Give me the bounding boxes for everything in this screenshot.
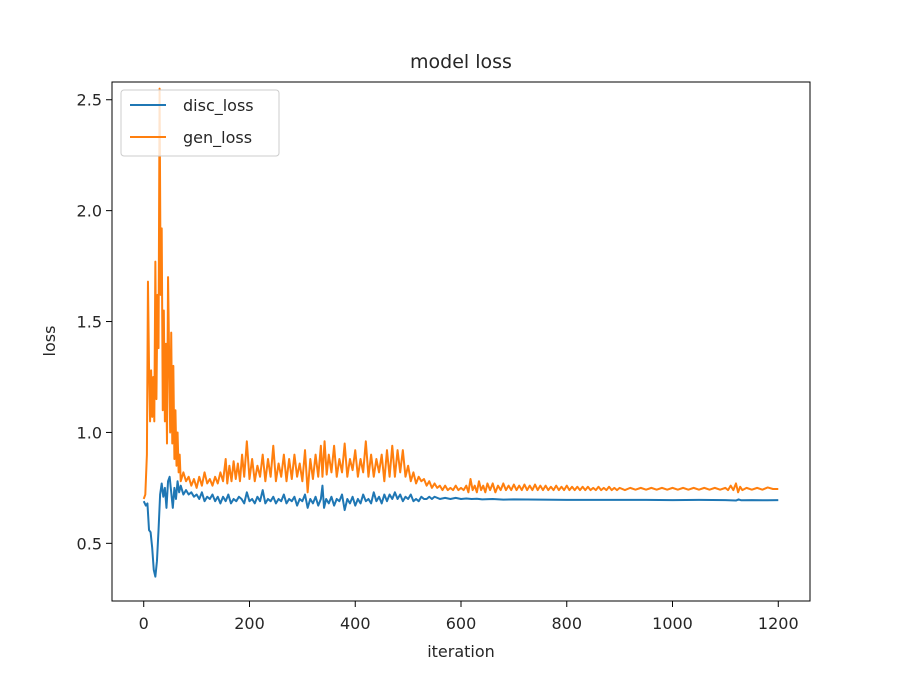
- x-axis: 0 200 400 600 800 1000 1200: [139, 601, 799, 633]
- y-tick-label: 2.5: [77, 91, 102, 110]
- legend: disc_loss gen_loss: [120, 89, 280, 157]
- x-tick-label: 1200: [758, 614, 799, 633]
- x-axis-label: iteration: [427, 642, 495, 661]
- y-tick-label: 2.0: [77, 202, 102, 221]
- legend-box: [120, 89, 280, 157]
- series-line-gen-loss: [142, 87, 779, 500]
- plot-area: [111, 81, 811, 602]
- x-tick-label: 400: [340, 614, 371, 633]
- legend-label-gen-loss: gen_loss: [183, 128, 252, 148]
- plot-frame: [111, 81, 811, 602]
- y-axis: 0.5 1.0 1.5 2.0 2.5: [77, 91, 112, 553]
- x-tick-label: 0: [139, 614, 149, 633]
- series-layer: [142, 87, 779, 578]
- x-tick-label: 1000: [652, 614, 693, 633]
- chart-title: model loss: [410, 51, 512, 73]
- y-tick-label: 1.5: [77, 313, 102, 332]
- series-line-disc-loss: [142, 475, 779, 578]
- legend-label-disc-loss: disc_loss: [183, 96, 254, 116]
- x-tick-label: 200: [234, 614, 265, 633]
- y-axis-label: loss: [40, 326, 59, 357]
- x-tick-label: 600: [446, 614, 477, 633]
- y-tick-label: 1.0: [77, 423, 102, 442]
- x-tick-label: 800: [551, 614, 582, 633]
- y-tick-label: 0.5: [77, 534, 102, 553]
